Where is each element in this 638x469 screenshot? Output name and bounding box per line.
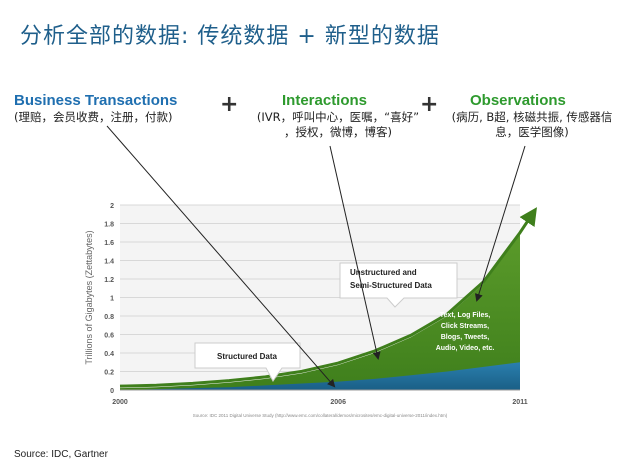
y-axis-label: Trillions of Gigabytes (Zettabytes): [84, 230, 94, 364]
interactions-title: Interactions: [282, 92, 368, 109]
y-tick-label: 0.4: [104, 351, 114, 358]
observations-pointer-line: [474, 145, 526, 302]
growth-arrow: [119, 207, 537, 388]
y-tick-label: 1.2: [104, 277, 114, 284]
interactions-subtitle-line: ，授权，微博，博客): [284, 125, 392, 139]
business-pointer-line: [106, 125, 336, 388]
y-tick-label: 1: [110, 296, 114, 303]
y-tick-label: 0: [110, 388, 114, 395]
source-note: Source: IDC, Gartner: [14, 449, 108, 460]
examples-label: Text, Log Files,: [440, 312, 490, 319]
x-tick-label: 2006: [330, 399, 346, 406]
plus-sign: +: [420, 92, 439, 117]
examples-label: Audio, Video, etc.: [436, 345, 495, 352]
interactions-subtitle-line: (IVR，呼叫中心，医嘱，“喜好”: [256, 110, 420, 124]
plus-sign: +: [220, 92, 239, 117]
y-tick-label: 0.6: [104, 333, 114, 340]
chart-footnote: Source: IDC 2011 Digital Universe Study …: [193, 413, 448, 418]
page-title: 分析全部的数据: 传统数据 + 新型的数据: [20, 24, 440, 49]
unstructured-callout-box: [339, 262, 458, 308]
structured-data-area: [120, 362, 520, 390]
observations-subtitle-line: 息，医学图像): [495, 125, 569, 139]
y-tick-label: 1.8: [104, 222, 114, 229]
structured-callout-label: Structured Data: [217, 352, 278, 361]
interactions-pointer-line: [329, 145, 381, 360]
business-transactions-title: Business Transactions: [14, 92, 178, 109]
y-tick-label: 0.8: [104, 314, 114, 321]
observations-subtitle: (病历, B超, 核磁共振, 传感器信 息，医学图像): [432, 110, 632, 140]
unstructured-callout-label: Semi-Structured Data: [350, 281, 432, 290]
x-tick-label: 2000: [112, 399, 128, 406]
business-transactions-subtitle: (理赔，会员收费，注册，付款): [14, 110, 173, 124]
y-tick-label: 0.2: [104, 370, 114, 377]
observations-title: Observations: [470, 92, 566, 109]
x-tick-label: 2011: [512, 399, 527, 406]
observations-subtitle-line: (病历, B超, 核磁共振, 传感器信: [451, 110, 613, 124]
unstructured-callout-label: Unstructured and: [350, 268, 417, 277]
examples-label: Click Streams,: [441, 323, 489, 330]
interactions-subtitle: (IVR，呼叫中心，医嘱，“喜好” ，授权，微博，博客): [240, 110, 436, 140]
y-tick-label: 1.4: [104, 259, 114, 266]
y-tick-label: 1.6: [104, 240, 114, 247]
unstructured-data-area: [120, 234, 520, 390]
y-tick-label: 2: [110, 203, 114, 210]
examples-label: Blogs, Tweets,: [441, 334, 490, 341]
